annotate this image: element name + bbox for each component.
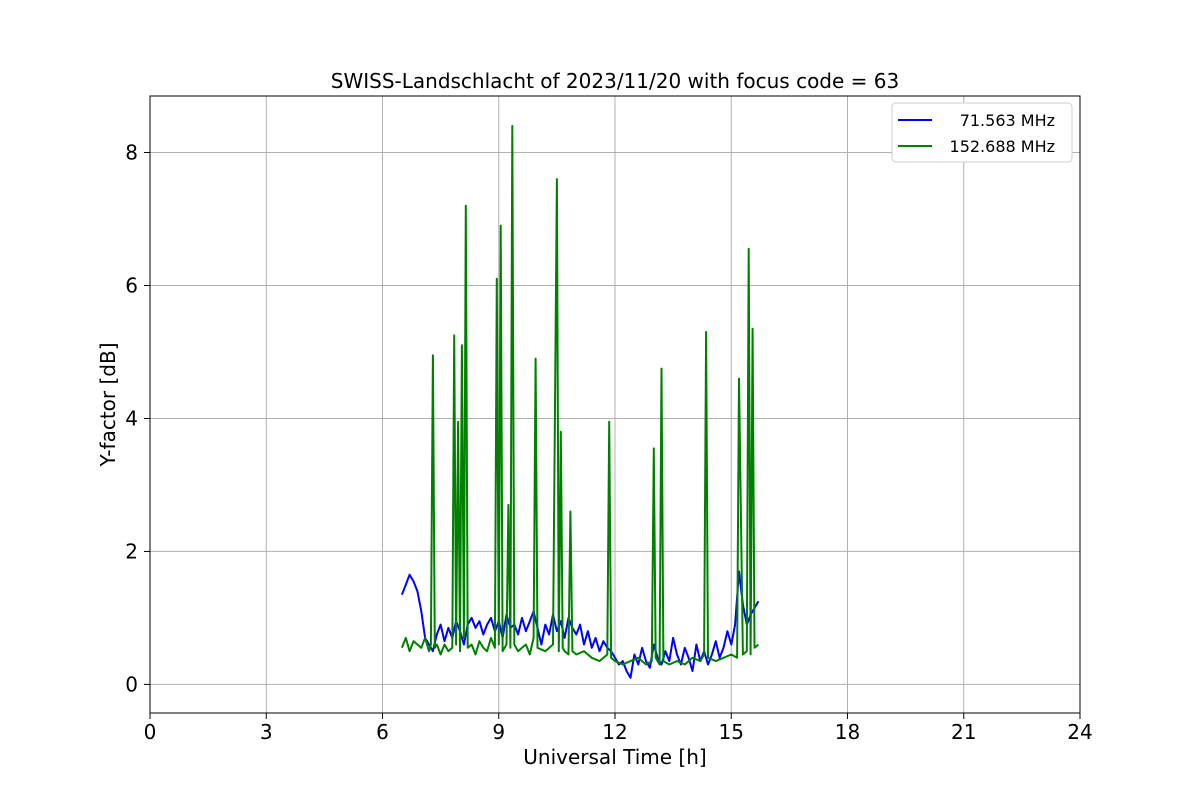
series-line bbox=[400, 570, 760, 679]
x-tick-label: 21 bbox=[951, 720, 976, 744]
y-tick-label: 0 bbox=[125, 672, 138, 696]
legend-label: 71.563 MHz bbox=[960, 111, 1055, 130]
series-layer bbox=[400, 124, 760, 679]
chart-title: SWISS-Landschlacht of 2023/11/20 with fo… bbox=[331, 69, 899, 93]
legend-label: 152.688 MHz bbox=[950, 137, 1055, 156]
legend: 71.563 MHz 152.688 MHz bbox=[891, 102, 1073, 163]
y-tick-label: 8 bbox=[125, 141, 138, 165]
x-tick-label: 6 bbox=[376, 720, 389, 744]
legend-box bbox=[891, 102, 1073, 163]
x-tick-label: 3 bbox=[260, 720, 273, 744]
x-tick-label: 9 bbox=[492, 720, 505, 744]
x-tick-label: 24 bbox=[1067, 720, 1092, 744]
series-line bbox=[400, 124, 760, 666]
x-axis-label: Universal Time [h] bbox=[523, 745, 706, 769]
x-tick-label: 15 bbox=[719, 720, 744, 744]
y-tick-label: 6 bbox=[125, 273, 138, 297]
x-tick-label: 0 bbox=[144, 720, 157, 744]
y-tick-label: 2 bbox=[125, 539, 138, 563]
x-tick-label: 12 bbox=[602, 720, 627, 744]
y-axis: 0 2 4 6 8 bbox=[125, 141, 150, 696]
x-axis: 0 3 6 9 12 15 18 21 24 bbox=[144, 713, 1093, 744]
x-tick-label: 18 bbox=[835, 720, 860, 744]
y-tick-label: 4 bbox=[125, 406, 138, 430]
y-axis-label: Y-factor [dB] bbox=[96, 342, 120, 467]
